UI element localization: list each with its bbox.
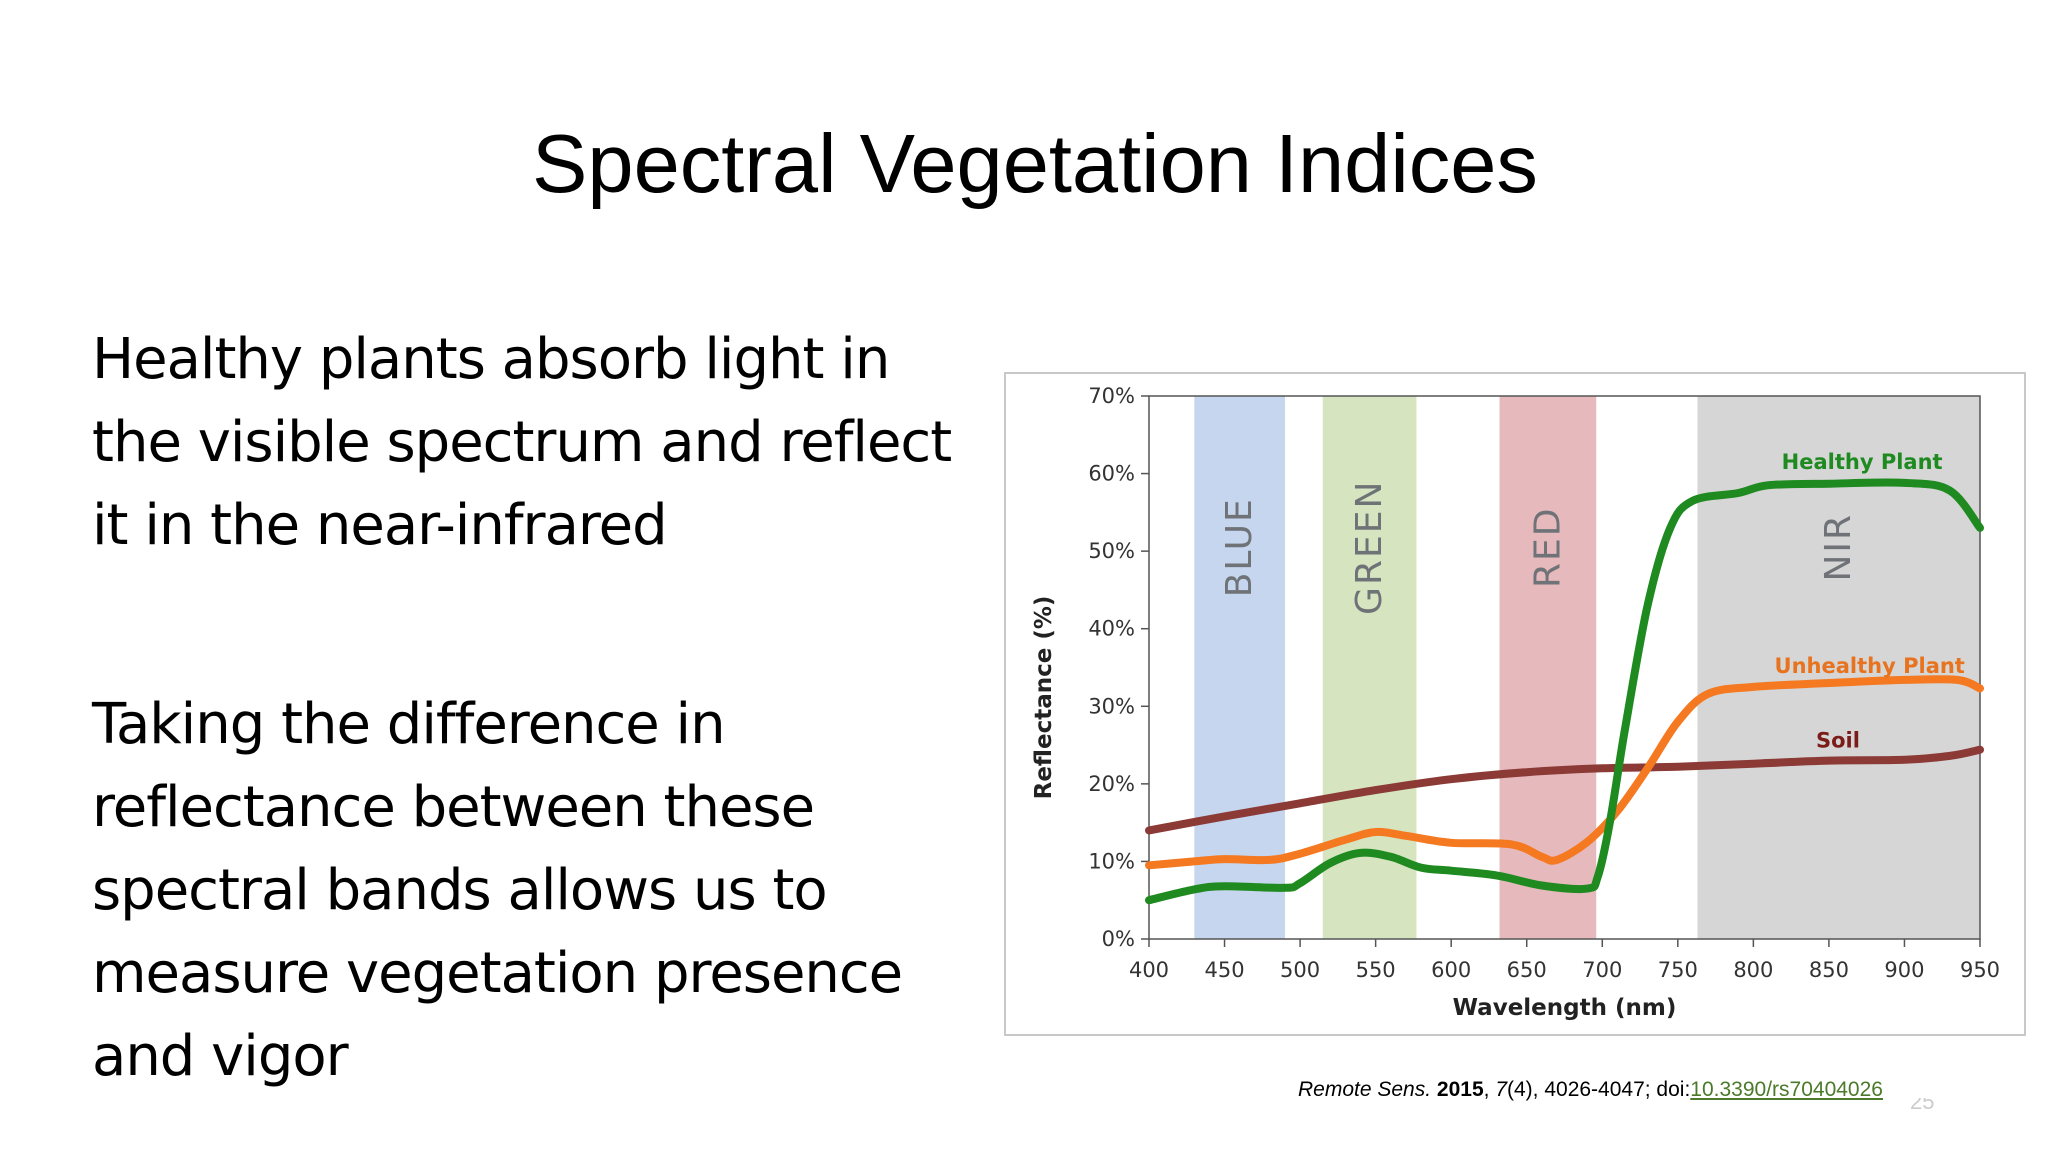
x-tick-label: 950: [1960, 958, 2000, 982]
chart-frame: BLUE GREEN RED NIR 0% 10% 20% 30% 40% 50% 60% 70% 40…: [1004, 372, 2026, 1036]
y-tick-label: 0%: [1102, 927, 1135, 951]
y-tick-label: 40%: [1088, 617, 1135, 641]
x-tick-label: 400: [1129, 958, 1169, 982]
series-line-healthy-plant: [1145, 478, 1984, 905]
citation-year: 2015: [1436, 1078, 1484, 1101]
y-tick-label: 20%: [1088, 772, 1135, 796]
plot-border: [1148, 395, 1981, 940]
reflectance-chart: BLUE GREEN RED NIR 0% 10% 20% 30% 40% 50% 60% 70% 40…: [1031, 384, 2000, 1021]
series-label-soil: Soil: [1816, 728, 1860, 752]
x-tick-label: 600: [1431, 958, 1471, 982]
y-tick-label: 50%: [1088, 539, 1135, 563]
x-tick-label: 500: [1280, 958, 1320, 982]
bullet-point-2: Taking the difference in reflectance bet…: [92, 692, 903, 1089]
slide-title: Spectral Vegetation Indices: [532, 117, 1538, 210]
series-line-unhealthy-plant: [1145, 675, 1984, 870]
band-label-nir: NIR: [1818, 513, 1859, 582]
band-label-blue: BLUE: [1219, 497, 1260, 597]
y-tick-label: 70%: [1088, 384, 1135, 408]
band-blue: [1194, 396, 1285, 939]
x-tick-label: 450: [1204, 958, 1244, 982]
x-tick-label: 700: [1582, 958, 1622, 982]
x-tick-label: 800: [1733, 958, 1773, 982]
doi-link[interactable]: 10.3390/rs70404026: [1690, 1078, 1883, 1101]
x-axis-label: Wavelength (nm): [1453, 995, 1677, 1021]
x-tick-label: 750: [1658, 958, 1698, 982]
series-line-soil: [1145, 745, 1984, 835]
y-tick-label: 30%: [1088, 694, 1135, 718]
x-tick-label: 650: [1507, 958, 1547, 982]
citation-issue-pages: (4), 4026-4047; doi:: [1507, 1078, 1691, 1101]
series-label-healthy-plant: Healthy Plant: [1782, 450, 1943, 474]
band-label-green: GREEN: [1349, 480, 1390, 615]
page-number: 25: [1910, 1098, 1935, 1112]
bullet-list: Healthy plants absorb light in the visib…: [92, 318, 972, 1098]
x-tick-label: 850: [1809, 958, 1849, 982]
band-label-red: RED: [1527, 507, 1568, 588]
y-tick-label: 60%: [1088, 462, 1135, 486]
x-tick-label: 550: [1356, 958, 1396, 982]
band-green: [1322, 396, 1417, 939]
citation-volume: 7: [1495, 1078, 1507, 1101]
series-label-unhealthy-plant: Unhealthy Plant: [1775, 654, 1965, 678]
y-tick-label: 10%: [1088, 849, 1135, 873]
bullet-point-1: Healthy plants absorb light in the visib…: [92, 327, 952, 558]
y-axis-label: Reflectance (%): [1031, 596, 1057, 800]
x-tick-label: 900: [1884, 958, 1924, 982]
citation-journal: Remote Sens.: [1298, 1078, 1432, 1101]
citation: Remote Sens. 2015, 7(4), 4026-4047; doi:…: [1298, 1078, 1883, 1101]
